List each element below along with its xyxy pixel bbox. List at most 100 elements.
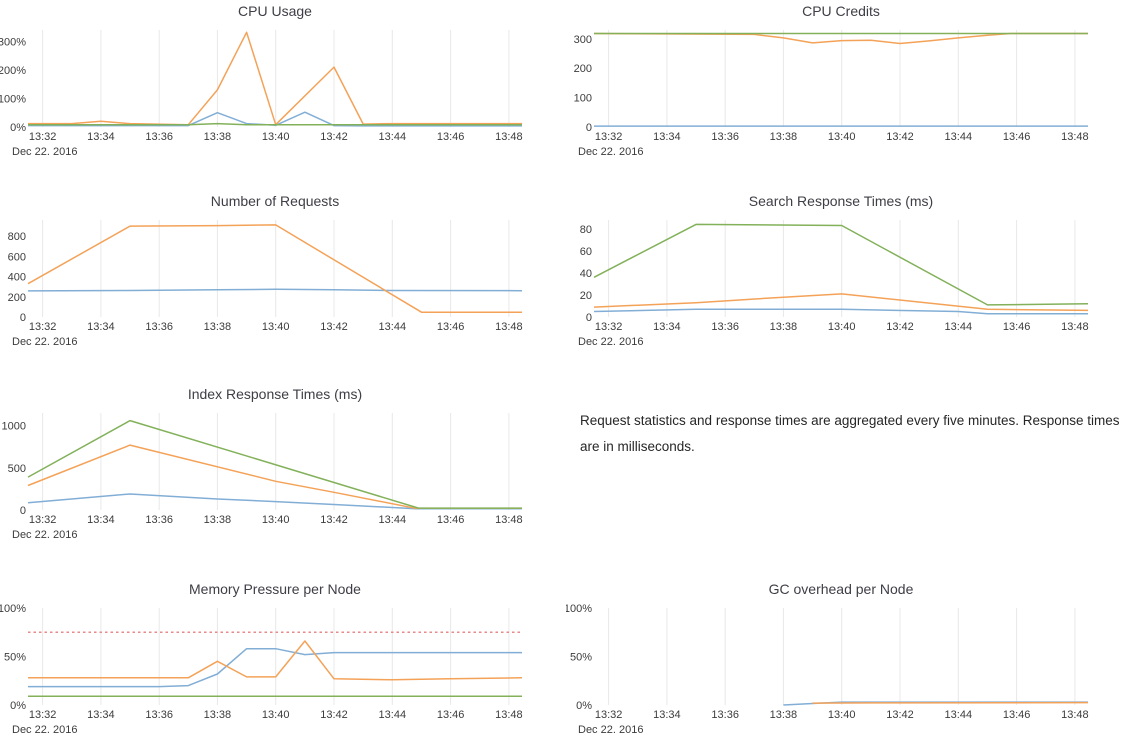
x-tick-label: 13:46 (1003, 709, 1031, 721)
y-tick-label: 200 (8, 292, 26, 304)
index-response-times-chart[interactable]: 13:32 13:34 13:36 13:38 13:40 13:42 13:44 13:46… (0, 383, 565, 548)
chart-title: Search Response Times (ms) (749, 193, 933, 209)
y-tick-label: 50% (570, 652, 592, 664)
x-tick-label: 13:48 (1061, 709, 1089, 721)
x-tick-label: 13:40 (828, 709, 856, 721)
y-tick-label: 60 (580, 246, 592, 258)
y-tick-label: 0 (20, 312, 26, 324)
y-tick-label: 200% (0, 65, 26, 77)
x-axis-date-label: Dec 22. 2016 (12, 724, 77, 736)
x-tick-label: 13:32 (29, 709, 57, 721)
memory-pressure-chart[interactable]: 13:32 13:34 13:36 13:38 13:40 13:42 13:44 13:46… (0, 578, 565, 741)
series-line-blue (27, 288, 523, 292)
x-tick-label: 13:48 (495, 709, 523, 721)
series-line-green (27, 419, 522, 509)
x-tick-label: 13:38 (204, 321, 232, 333)
chart-title: GC overhead per Node (769, 581, 914, 597)
x-tick-label: 13:42 (886, 709, 914, 721)
x-tick-label: 13:32 (29, 321, 57, 333)
y-tick-label: 100% (0, 94, 26, 106)
y-tick-label: 100% (0, 603, 26, 615)
x-tick-label: 13:42 (886, 131, 914, 143)
series-line-blue (593, 308, 1088, 315)
x-tick-label: 13:44 (379, 514, 407, 526)
x-tick-label: 13:44 (945, 321, 973, 333)
y-tick-label: 0% (576, 700, 592, 712)
series-line-orange (28, 31, 522, 126)
y-tick-label: 0 (20, 505, 26, 517)
x-tick-label: 13:42 (886, 321, 914, 333)
x-tick-label: 13:34 (87, 131, 115, 143)
y-tick-label: 0% (10, 700, 26, 712)
x-tick-label: 13:38 (204, 514, 232, 526)
series-line-blue (28, 647, 522, 688)
chart-title: Memory Pressure per Node (189, 581, 361, 597)
x-tick-label: 13:46 (437, 131, 465, 143)
x-tick-label: 13:42 (320, 131, 348, 143)
gc-overhead-chart[interactable]: 13:32 13:34 13:36 13:38 13:40 13:42 13:44 13:46… (566, 578, 1131, 741)
series-line-orange (812, 701, 1089, 704)
x-tick-label: 13:34 (653, 709, 681, 721)
x-tick-label: 13:42 (320, 514, 348, 526)
x-tick-label: 13:48 (1061, 131, 1089, 143)
series-line-blue (27, 493, 522, 510)
x-tick-label: 13:48 (495, 321, 523, 333)
chart-cell-cpu-usage: 13:32 13:34 13:36 13:38 13:40 13:42 13:44 13:46… (0, 0, 565, 165)
x-axis-date-label: Dec 22. 2016 (578, 336, 643, 348)
y-tick-label: 80 (580, 224, 592, 236)
x-tick-label: 13:44 (379, 321, 407, 333)
y-tick-label: 100% (566, 603, 592, 615)
chart-title: CPU Credits (802, 3, 880, 19)
number-of-requests-chart[interactable]: 13:32 13:34 13:36 13:38 13:40 13:42 13:44 13:46… (0, 190, 565, 355)
x-tick-label: 13:40 (262, 131, 290, 143)
x-tick-label: 13:36 (711, 321, 739, 333)
x-tick-label: 13:46 (437, 321, 465, 333)
chart-cell-cpu-credits: 13:32 13:34 13:36 13:38 13:40 13:42 13:44 13:46… (566, 0, 1131, 165)
x-tick-label: 13:44 (379, 131, 407, 143)
x-tick-label: 13:34 (87, 321, 115, 333)
x-tick-label: 13:32 (595, 321, 623, 333)
x-tick-label: 13:44 (379, 709, 407, 721)
y-tick-label: 0 (586, 312, 592, 324)
y-tick-label: 50% (4, 652, 26, 664)
x-tick-label: 13:40 (262, 514, 290, 526)
y-tick-label: 20 (580, 290, 592, 302)
chart-cell-memory-pressure: 13:32 13:34 13:36 13:38 13:40 13:42 13:44 13:46… (0, 578, 565, 741)
x-tick-label: 13:42 (320, 709, 348, 721)
series-line-orange (27, 224, 522, 313)
x-axis-date-label: Dec 22. 2016 (578, 146, 643, 158)
x-tick-label: 13:34 (653, 321, 681, 333)
series-line-green (593, 223, 1089, 306)
x-tick-label: 13:40 (828, 321, 856, 333)
y-tick-label: 800 (8, 231, 26, 243)
x-tick-label: 13:34 (87, 514, 115, 526)
series-line-orange (593, 32, 1088, 45)
x-tick-label: 13:38 (770, 321, 798, 333)
x-tick-label: 13:38 (204, 131, 232, 143)
y-tick-label: 500 (8, 463, 26, 475)
y-tick-label: 300 (574, 34, 592, 46)
x-tick-label: 13:48 (495, 131, 523, 143)
x-axis-date-label: Dec 22. 2016 (12, 146, 77, 158)
x-tick-label: 13:38 (770, 131, 798, 143)
x-tick-label: 13:42 (320, 321, 348, 333)
cpu-usage-chart[interactable]: 13:32 13:34 13:36 13:38 13:40 13:42 13:44 13:46… (0, 0, 565, 165)
search-response-times-chart[interactable]: 13:32 13:34 13:36 13:38 13:40 13:42 13:44 13:46… (566, 190, 1131, 355)
x-axis-date-label: Dec 22. 2016 (12, 529, 77, 541)
y-tick-label: 0 (586, 122, 592, 134)
chart-title: Number of Requests (211, 193, 339, 209)
series-line-orange (28, 640, 523, 681)
x-tick-label: 13:46 (437, 514, 465, 526)
chart-cell-gc-overhead: 13:32 13:34 13:36 13:38 13:40 13:42 13:44 13:46… (566, 578, 1131, 741)
x-tick-label: 13:36 (145, 709, 173, 721)
chart-title: Index Response Times (ms) (188, 386, 362, 402)
y-tick-label: 300% (0, 36, 26, 48)
x-tick-label: 13:40 (828, 131, 856, 143)
x-tick-label: 13:36 (711, 131, 739, 143)
chart-cell-search-response-times: 13:32 13:34 13:36 13:38 13:40 13:42 13:44 13:46… (566, 190, 1131, 355)
x-tick-label: 13:38 (770, 709, 798, 721)
y-tick-label: 100 (574, 93, 592, 105)
cpu-credits-chart[interactable]: 13:32 13:34 13:36 13:38 13:40 13:42 13:44 13:46… (566, 0, 1131, 165)
y-tick-label: 0% (10, 122, 26, 134)
